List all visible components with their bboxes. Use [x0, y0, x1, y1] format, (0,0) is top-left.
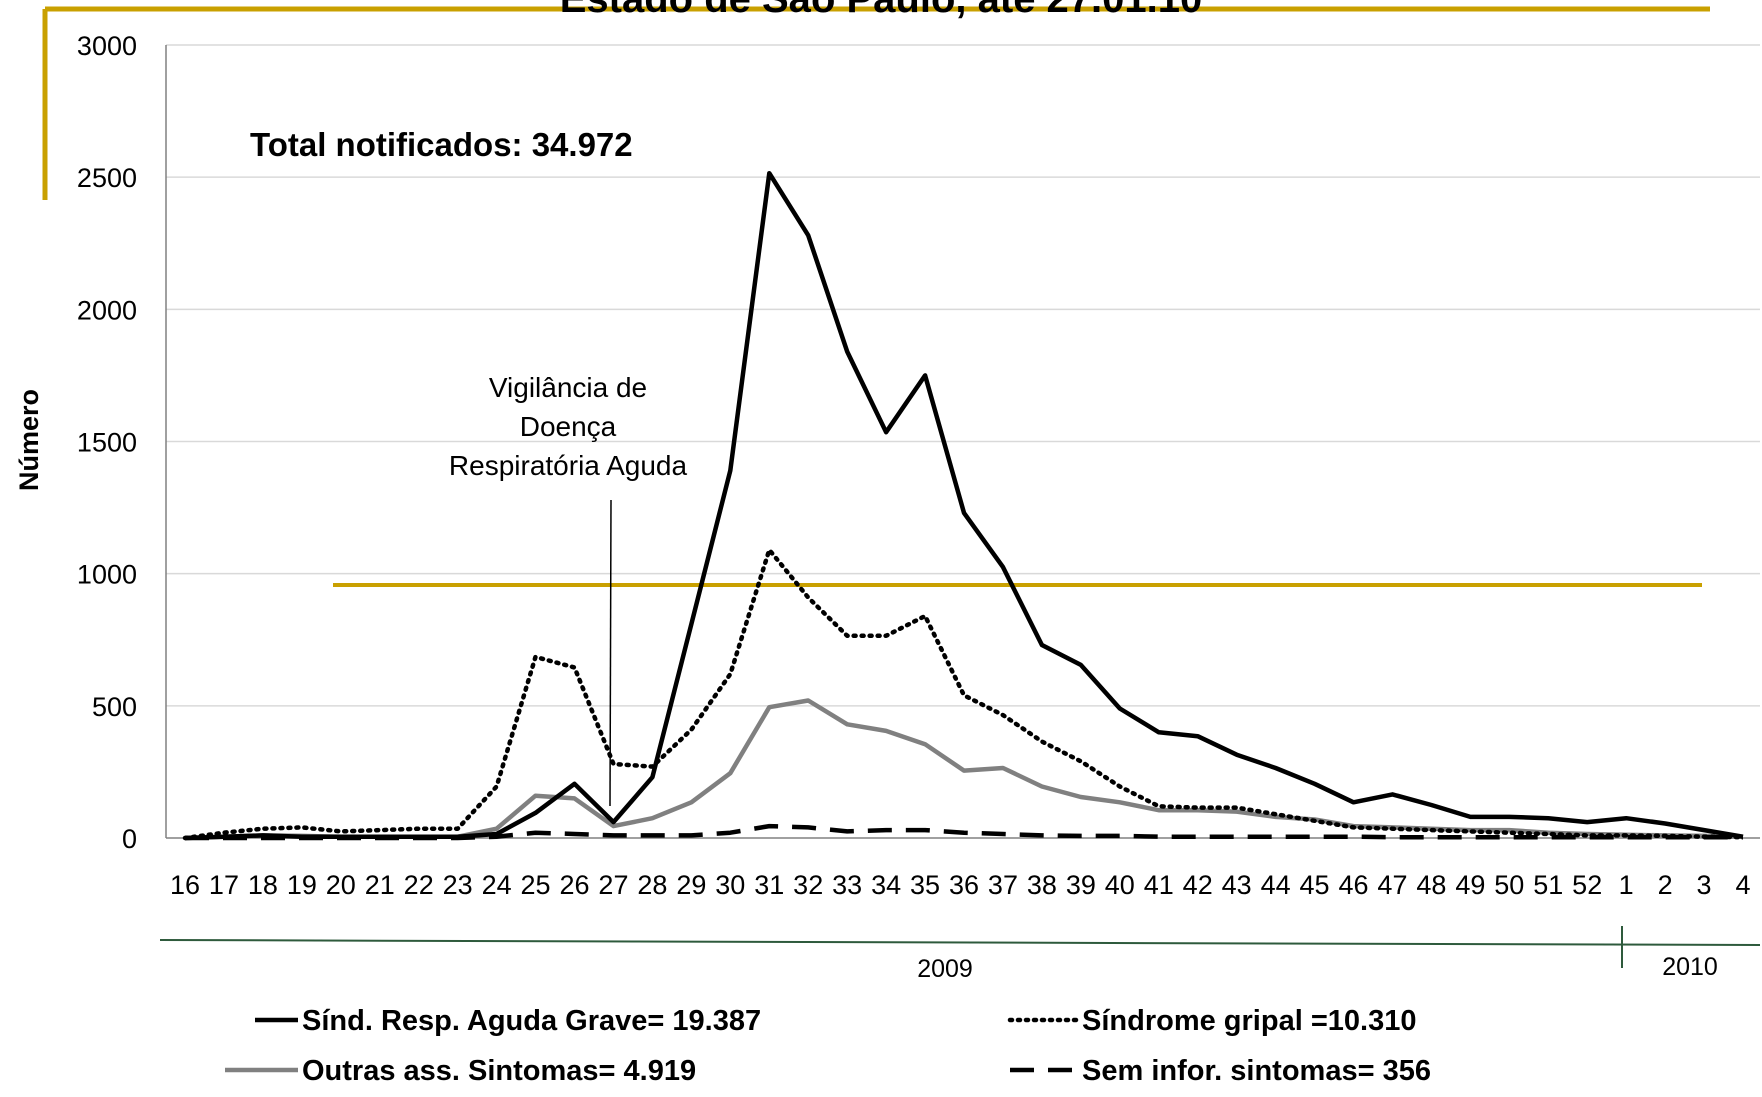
series-line-2: [182, 547, 1746, 841]
x-tick-label: 48: [1416, 870, 1446, 900]
x-tick-label: 19: [287, 870, 317, 900]
x-tick-label: 28: [637, 870, 667, 900]
legend: Sínd. Resp. Aguda Grave= 19.387 Síndrome …: [225, 1005, 1431, 1087]
y-tick-label: 2500: [77, 163, 137, 193]
x-tick-label: 50: [1494, 870, 1524, 900]
x-tick-label: 37: [988, 870, 1018, 900]
x-tick-label: 41: [1144, 870, 1174, 900]
legend-label-4: Sem infor. sintomas= 356: [1082, 1055, 1431, 1087]
x-tick-label: 25: [521, 870, 551, 900]
series-lines: [182, 170, 1746, 841]
x-tick-label: 18: [248, 870, 278, 900]
x-tick-label: 33: [832, 870, 862, 900]
x-tick-label: 42: [1183, 870, 1213, 900]
x-tick-label: 35: [910, 870, 940, 900]
x-tick-label: 39: [1066, 870, 1096, 900]
annotation-line-3: Respiratória Aguda: [449, 450, 688, 481]
x-tick-label: 49: [1455, 870, 1485, 900]
x-tick-label: 45: [1300, 870, 1330, 900]
y-tick-label: 2000: [77, 295, 137, 325]
x-tick-label: 43: [1222, 870, 1252, 900]
x-tick-label: 51: [1533, 870, 1563, 900]
legend-label-2: Síndrome gripal =10.310: [1082, 1005, 1416, 1037]
x-tick-label: 38: [1027, 870, 1057, 900]
x-tick-label: 47: [1377, 870, 1407, 900]
x-tick-label: 2: [1658, 870, 1673, 900]
legend-label-1: Sínd. Resp. Aguda Grave= 19.387: [302, 1005, 761, 1037]
x-tick-label: 20: [326, 870, 356, 900]
x-tick-label: 52: [1572, 870, 1602, 900]
year-label-2009: 2009: [917, 955, 973, 983]
x-tick-label: 31: [754, 870, 784, 900]
x-tick-labels: 16 17 18 19 20 21 22 23 24 25 26 27 28 29 30 31 32 33 34 35…: [170, 870, 1751, 900]
year-label-2010: 2010: [1662, 953, 1718, 981]
x-tick-label: 34: [871, 870, 901, 900]
year-divider-line: [159, 939, 1761, 946]
x-tick-label: 3: [1697, 870, 1712, 900]
x-tick-label: 44: [1261, 870, 1291, 900]
annotation-line-2: Doença: [520, 411, 617, 442]
x-tick-label: 36: [949, 870, 979, 900]
x-tick-label: 24: [482, 870, 512, 900]
y-tick-label: 500: [92, 692, 137, 722]
x-tick-label: 16: [170, 870, 200, 900]
x-tick-label: 27: [598, 870, 628, 900]
legend-label-3: Outras ass. Sintomas= 4.919: [302, 1055, 696, 1087]
x-tick-label: 32: [793, 870, 823, 900]
series-line-4: [185, 823, 1743, 841]
y-tick-label: 1000: [77, 560, 137, 590]
annotation-line-1: Vigilância de: [489, 372, 647, 403]
x-tick-label: 29: [676, 870, 706, 900]
x-tick-label: 26: [559, 870, 589, 900]
y-tick-label: 3000: [77, 31, 137, 61]
y-tick-label: 0: [122, 824, 137, 854]
y-tick-labels: 0 500 1000 1500 2000 2500 3000: [77, 31, 137, 854]
series-line-1: [184, 170, 1744, 841]
x-tick-label: 17: [209, 870, 239, 900]
x-tick-label: 21: [365, 870, 395, 900]
y-axis-label: Número: [14, 389, 44, 491]
x-tick-label: 46: [1338, 870, 1368, 900]
x-tick-label: 4: [1735, 870, 1750, 900]
x-tick-label: 23: [443, 870, 473, 900]
chart-title: Estado de São Paulo, até 27.01.10: [560, 0, 1203, 21]
y-tick-label: 1500: [77, 428, 137, 458]
x-tick-label: 30: [715, 870, 745, 900]
grid: [166, 44, 1760, 707]
x-tick-label: 22: [404, 870, 434, 900]
total-notified-label: Total notificados: 34.972: [250, 126, 633, 163]
x-tick-label: 40: [1105, 870, 1135, 900]
x-tick-label: 1: [1619, 870, 1634, 900]
